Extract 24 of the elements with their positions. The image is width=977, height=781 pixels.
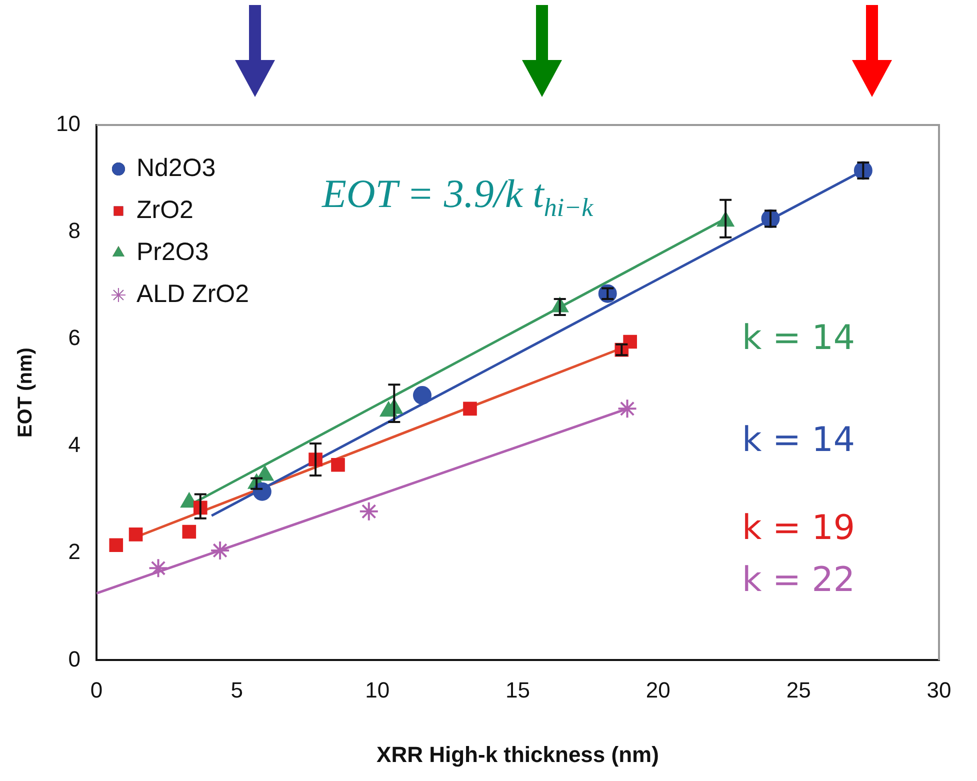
legend-label: ZrO2 <box>136 196 194 224</box>
y-tick-label: 8 <box>68 218 80 244</box>
x-tick-label: 30 <box>926 677 952 702</box>
x-tick-label: 15 <box>505 677 530 702</box>
x-axis-title: XRR High-k thickness (nm) <box>376 742 659 767</box>
x-tick-label: 25 <box>786 677 811 702</box>
y-tick-label: 0 <box>68 646 80 672</box>
x-tick-label: 5 <box>230 677 244 702</box>
legend-label: Pr2O3 <box>136 238 209 266</box>
legend-label: ALD ZrO2 <box>136 280 249 308</box>
annotation: k = 14 <box>742 420 856 460</box>
y-tick-label: 10 <box>56 111 80 136</box>
y-tick-label: 6 <box>68 325 80 350</box>
legend-label: Nd2O3 <box>136 154 216 182</box>
annotation: k = 14 <box>742 318 856 358</box>
y-tick-label: 4 <box>68 432 80 458</box>
annotation: k = 19 <box>742 508 856 548</box>
annotation: k = 22 <box>742 560 856 600</box>
y-tick-label: 2 <box>68 539 80 564</box>
annotation: EOT = 3.9/k t$_{hi−k}$ <box>322 170 594 223</box>
y-axis-title: EOT (nm) <box>14 348 37 438</box>
x-tick-label: 10 <box>365 677 390 702</box>
x-tick-label: 0 <box>90 677 103 702</box>
x-tick-label: 20 <box>646 677 670 702</box>
